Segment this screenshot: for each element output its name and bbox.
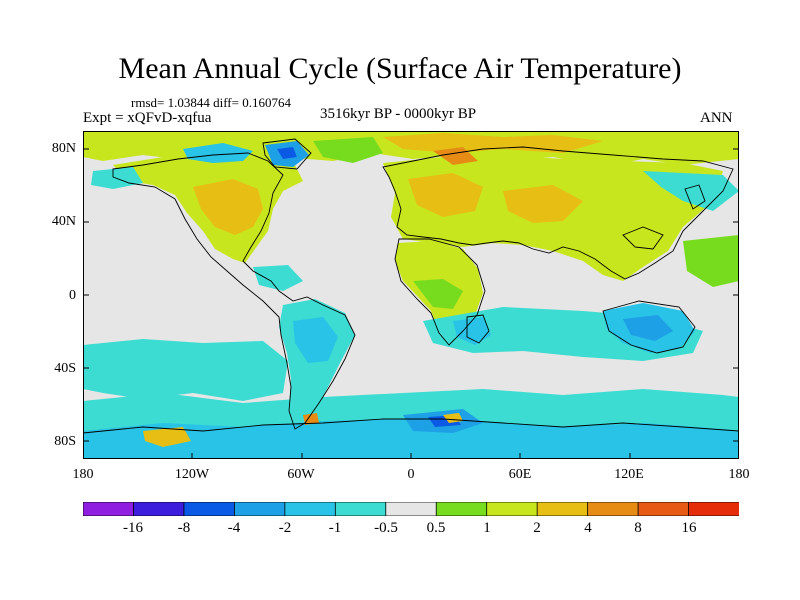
colorbar-swatch	[284, 502, 337, 516]
experiment-label: Expt = xQFvD-xqfua	[83, 110, 212, 126]
colorbar-swatch	[334, 502, 387, 516]
lon-label-120e: 120E	[614, 467, 644, 482]
temperature-anomaly-map	[83, 131, 739, 459]
colorbar-swatch	[486, 502, 539, 516]
colorbar-label: -0.5	[374, 520, 398, 536]
lon-label-180e: 180	[728, 467, 750, 482]
colorbar-swatch	[688, 502, 739, 516]
central-asia-hot	[503, 185, 583, 223]
north-atlantic-warm	[313, 137, 383, 163]
lat-label-80n: 80N	[51, 141, 76, 156]
madagascar-cyan	[453, 317, 491, 345]
colorbar-swatch	[536, 502, 589, 516]
lon-label-60w: 60W	[287, 467, 315, 482]
lat-label-eq: 0	[69, 288, 76, 303]
colorbar-swatch	[637, 502, 690, 516]
greenland-colder	[277, 147, 297, 159]
colorbar-swatch	[385, 502, 438, 516]
north-america-hot	[193, 179, 263, 235]
season-label: ANN	[700, 110, 733, 126]
colorbar-label: -1	[328, 520, 342, 536]
colorbar-label: 8	[634, 520, 642, 536]
south-america-blue	[293, 317, 338, 363]
tropical-pacific-green	[683, 235, 739, 287]
colorbar-label: 4	[584, 520, 592, 536]
plot-title: Mean Annual Cycle (Surface Air Temperatu…	[118, 52, 682, 85]
lon-label-0: 0	[407, 467, 415, 482]
coastlines	[83, 138, 739, 434]
colorbar-swatch	[133, 502, 185, 516]
colorbar-label: 16	[681, 520, 697, 536]
colorbar-label: -8	[177, 520, 191, 536]
west-pacific-cyan	[643, 171, 739, 211]
colorbar-label: -4	[227, 520, 241, 536]
lat-label-40n: 40N	[51, 214, 76, 229]
lon-label-180w: 180	[72, 467, 94, 482]
africa-green	[413, 279, 463, 309]
antarctica-warm-patch-mid	[303, 413, 319, 425]
antarctica-warm-patch	[443, 413, 463, 423]
europe-hot-patch	[408, 173, 483, 217]
antarctica-blue	[83, 419, 739, 459]
colorbar-swatch	[435, 502, 488, 516]
colorbar-label: -16	[123, 520, 143, 536]
colorbar-swatch	[233, 502, 286, 516]
rmsd-diff-stats: rmsd= 1.03844 diff= 0.160764	[131, 95, 291, 110]
caribbean-cyan	[253, 265, 303, 291]
colorbar-swatch	[83, 502, 135, 516]
time-period-label: 3516kyr BP - 0000kyr BP	[320, 106, 477, 122]
canada-cold-patch	[183, 143, 253, 163]
colorbar	[83, 502, 739, 516]
colorbar-label: 0.5	[426, 520, 446, 536]
colorbar-label: -2	[278, 520, 292, 536]
colorbar-label: 2	[533, 520, 541, 536]
east-pacific-cyan	[83, 339, 288, 401]
colorbar-label: 1	[483, 520, 491, 536]
siberia-warm-patch	[383, 133, 603, 153]
colorbar-swatch	[587, 502, 639, 516]
colorbar-swatch	[183, 502, 236, 516]
lat-label-80s: 80S	[54, 434, 76, 449]
lon-label-60e: 60E	[508, 467, 532, 482]
lat-label-40s: 40S	[54, 361, 76, 376]
australia-colder	[623, 315, 673, 341]
lon-label-120w: 120W	[174, 467, 210, 482]
antarctica-warm-patch-west	[143, 427, 191, 447]
map-border	[83, 131, 739, 459]
